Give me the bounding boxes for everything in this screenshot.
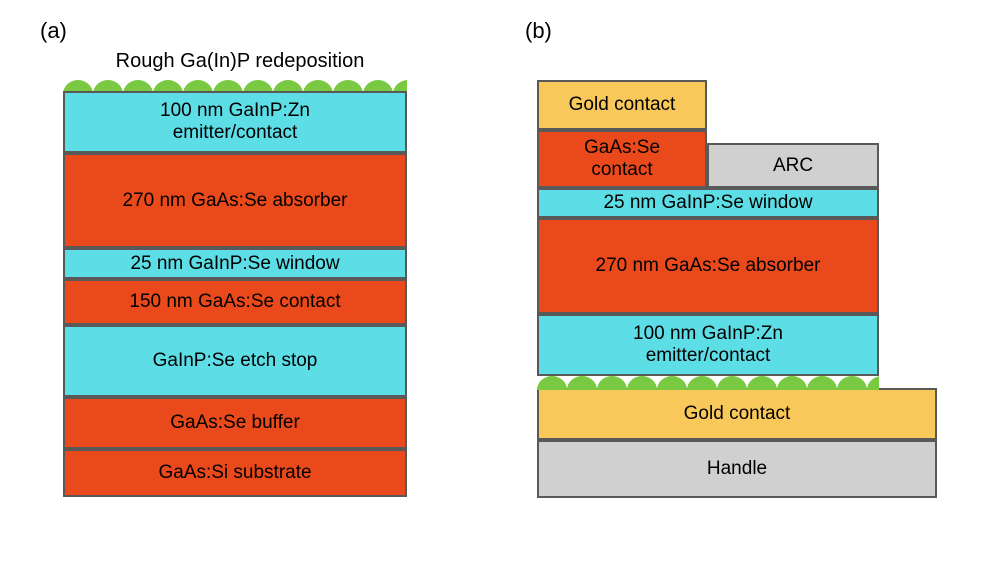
layer-a-substrate-label: GaAs:Si substrate <box>158 462 311 484</box>
layer-b-gaas_cont: GaAs:Se contact <box>537 130 707 188</box>
layer-b-gold_bot-label: Gold contact <box>684 403 791 425</box>
layer-a-buffer: GaAs:Se buffer <box>63 397 407 449</box>
layer-a-emitter: 100 nm GaInP:Zn emitter/contact <box>63 91 407 153</box>
layer-b-handle: Handle <box>537 440 937 498</box>
layer-b-gold_top-label: Gold contact <box>569 94 676 116</box>
layer-b-absorber-label: 270 nm GaAs:Se absorber <box>596 255 821 277</box>
rough-bumps-b <box>537 376 879 390</box>
layer-b-arc: ARC <box>707 143 879 188</box>
rough-redeposition-label: Rough Ga(In)P redeposition <box>95 50 385 73</box>
layer-a-etchstop-label: GaInP:Se etch stop <box>153 350 318 372</box>
layer-a-absorber-label: 270 nm GaAs:Se absorber <box>123 190 348 212</box>
layer-a-contact-label: 150 nm GaAs:Se contact <box>129 291 340 313</box>
layer-a-absorber: 270 nm GaAs:Se absorber <box>63 153 407 248</box>
layer-b-arc-label: ARC <box>773 155 813 177</box>
layer-a-buffer-label: GaAs:Se buffer <box>170 412 300 434</box>
layer-a-window: 25 nm GaInP:Se window <box>63 248 407 279</box>
layer-b-window-label: 25 nm GaInP:Se window <box>603 192 812 214</box>
layer-a-contact: 150 nm GaAs:Se contact <box>63 279 407 325</box>
layer-b-absorber: 270 nm GaAs:Se absorber <box>537 218 879 314</box>
layer-b-handle-label: Handle <box>707 458 767 480</box>
panel-a-label: (a) <box>40 18 67 44</box>
layer-a-substrate: GaAs:Si substrate <box>63 449 407 497</box>
layer-b-emitter: 100 nm GaInP:Zn emitter/contact <box>537 314 879 376</box>
layer-b-window: 25 nm GaInP:Se window <box>537 188 879 218</box>
layer-b-emitter-label: 100 nm GaInP:Zn emitter/contact <box>633 323 783 367</box>
layer-b-gaas_cont-label: GaAs:Se contact <box>584 137 660 181</box>
layer-a-window-label: 25 nm GaInP:Se window <box>130 253 339 275</box>
panel-b-label: (b) <box>525 18 552 44</box>
layer-a-emitter-label: 100 nm GaInP:Zn emitter/contact <box>160 100 310 144</box>
layer-b-gold_top: Gold contact <box>537 80 707 130</box>
layer-b-gold_bot: Gold contact <box>537 388 937 440</box>
layer-a-etchstop: GaInP:Se etch stop <box>63 325 407 397</box>
